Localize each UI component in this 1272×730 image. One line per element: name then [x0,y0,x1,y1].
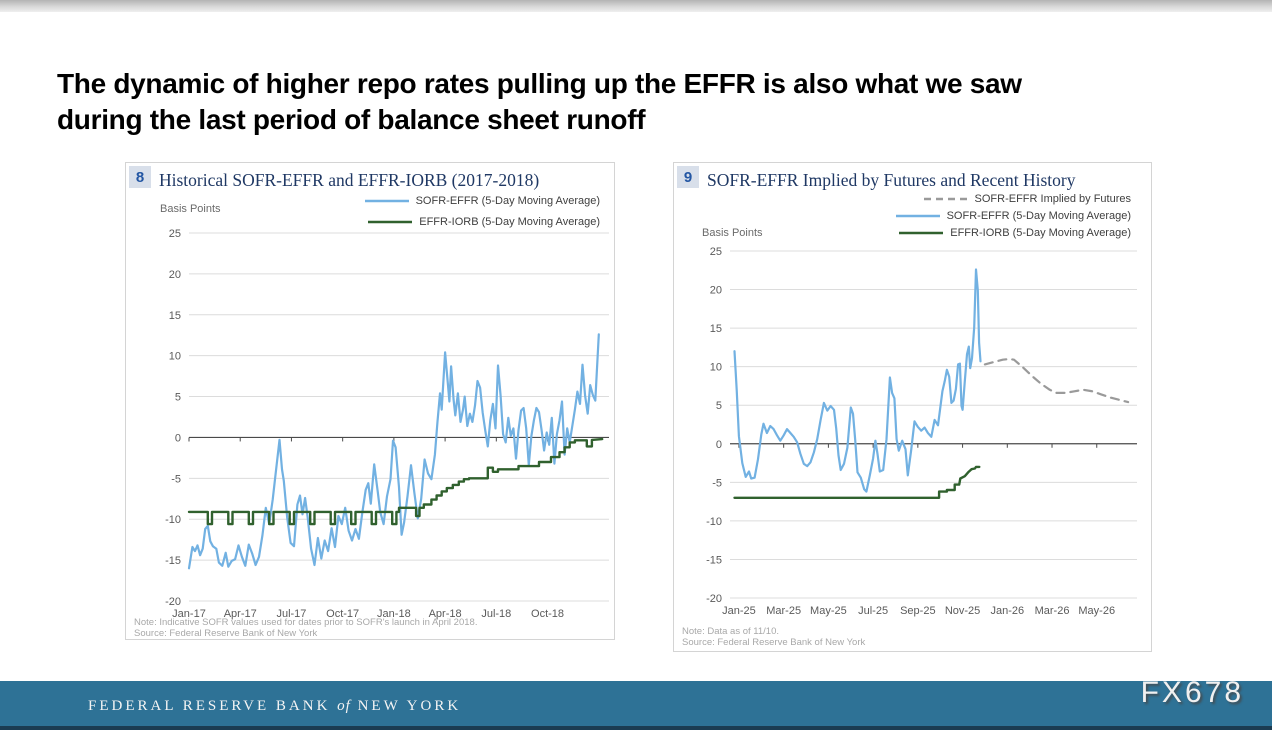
series-lines [733,268,1130,500]
series-line [187,333,600,570]
y-tick-label: -20 [165,596,181,608]
bank-name: FEDERAL RESERVE BANK of NEW YORK [88,698,461,715]
x-tick-label: Oct-17 [326,608,359,620]
x-tick-label: Jan-25 [722,605,756,617]
chart-title: Historical SOFR-EFFR and EFFR-IORB (2017… [159,170,540,190]
legend-label: EFFR-IORB (5-Day Moving Average) [419,216,600,228]
x-tick-label: May-26 [1078,605,1115,617]
plot-area: 25 20 15 10 5 0 -5 -10 -15 -20 Jan-17 Apr-17 Jul-17 O… [127,221,615,630]
x-tick-label: Nov-25 [945,605,980,617]
page-title: The dynamic of higher repo rates pulling… [57,66,1207,138]
y-tick-label: 10 [169,351,181,363]
gridlines [189,232,609,602]
legend-item: SOFR-EFFR (5-Day Moving Average) [895,210,1131,222]
x-tick-label: Jan-17 [172,608,206,620]
y-tick-label: 0 [716,439,722,451]
x-axis-labels: Jan-25 Mar-25 May-25 Jul-25 Sep-25 Nov-25 Jan-… [722,605,1115,617]
legend-item: SOFR-EFFR Implied by Futures [923,193,1131,205]
y-tick-label: 15 [169,310,181,322]
x-axis-labels: Jan-17 Apr-17 Jul-17 Oct-17 Jan-18 Apr-18 Jul-… [172,608,564,620]
legend-item: SOFR-EFFR (5-Day Moving Average) [364,195,600,207]
chart-number-badge: 8 [129,166,151,188]
y-axis-labels: 25 20 15 10 5 0 -5 -10 -15 -20 [706,246,722,605]
y-tick-label: 25 [710,246,722,258]
series-line [983,357,1130,404]
series-line [733,268,982,493]
legend-swatch-line [899,231,944,235]
bank-name-of: of [337,698,351,714]
x-tick-label: Apr-17 [224,608,257,620]
chart-legend: SOFR-EFFR (5-Day Moving Average) EFFR-IOR… [364,195,600,228]
y-tick-label: -20 [706,593,722,605]
watermark-fx678: FX678 [1140,676,1244,709]
legend-label: SOFR-EFFR Implied by Futures [974,193,1131,205]
legend-item: EFFR-IORB (5-Day Moving Average) [898,227,1131,239]
page-title-line1: The dynamic of higher repo rates pulling… [57,68,1022,99]
y-axis-unit-label: Basis Points [160,203,221,215]
legend-label: SOFR-EFFR (5-Day Moving Average) [415,195,600,207]
chart-number-badge: 9 [677,166,699,188]
x-tick-label: Oct-18 [531,608,564,620]
chart-source: Source: Federal Reserve Bank of New York [134,628,318,639]
y-tick-label: -10 [165,514,181,526]
x-tick-label: Apr-18 [429,608,462,620]
x-tick-label: Jan-26 [990,605,1024,617]
y-tick-label: -5 [712,477,722,489]
x-tick-label: Jul-18 [481,608,511,620]
chart-note: Note: Indicative SOFR values used for da… [134,617,478,628]
bank-name-part2: NEW YORK [357,698,462,714]
footer-bar: FEDERAL RESERVE BANK of NEW YORK [0,681,1272,730]
page-title-line2: during the last period of balance sheet … [57,104,646,135]
series-lines [187,333,604,570]
window-top-strip [0,0,1272,12]
y-tick-label: 5 [175,392,181,404]
y-tick-label: 0 [175,432,181,444]
chart-title: SOFR-EFFR Implied by Futures and Recent … [707,170,1076,190]
chart-note: Note: Data as of 11/10. [682,626,779,637]
y-tick-label: 20 [710,285,722,297]
legend-swatch-line [368,220,413,224]
y-axis-labels: 25 20 15 10 5 0 -5 -10 -15 -20 [165,228,181,608]
x-tick-label: Jul-17 [276,608,306,620]
y-tick-label: 5 [716,400,722,412]
x-tick-label: Sep-25 [900,605,935,617]
x-tick-label: Mar-25 [766,605,801,617]
y-tick-label: 25 [169,228,181,240]
chart-source: Source: Federal Reserve Bank of New York [682,637,866,648]
x-tick-label: Mar-26 [1035,605,1070,617]
plot-area: 25 20 15 10 5 0 -5 -10 -15 -20 Jan-25 Mar-25 May-25 J… [675,243,1152,638]
y-tick-label: -15 [165,555,181,567]
x-tick-label: Jan-18 [377,608,411,620]
gridlines [730,250,1137,599]
y-tick-label: 15 [710,323,722,335]
y-tick-label: 10 [710,362,722,374]
y-tick-label: -15 [706,554,722,566]
chart-panel-futures: 9 SOFR-EFFR Implied by Futures and Recen… [673,162,1152,652]
legend-item: EFFR-IORB (5-Day Moving Average) [367,216,600,228]
x-tick-label: May-25 [810,605,847,617]
chart-panel-historical: 8 Historical SOFR-EFFR and EFFR-IORB (20… [125,162,615,640]
bank-name-part1: FEDERAL RESERVE BANK [88,698,331,714]
series-line [187,437,604,526]
x-tick-label: Jul-25 [858,605,888,617]
legend-swatch-line [895,214,940,218]
chart-legend: SOFR-EFFR Implied by Futures SOFR-EFFR (5… [895,193,1131,239]
zero-axis [730,443,1137,448]
legend-label: SOFR-EFFR (5-Day Moving Average) [946,210,1131,222]
y-tick-label: 20 [169,269,181,281]
legend-swatch-line [364,199,409,203]
y-tick-label: -10 [706,516,722,528]
y-tick-label: -5 [171,473,181,485]
series-line [733,465,981,500]
legend-swatch-line [923,197,968,201]
legend-label: EFFR-IORB (5-Day Moving Average) [950,227,1131,239]
y-axis-unit-label: Basis Points [702,227,763,239]
